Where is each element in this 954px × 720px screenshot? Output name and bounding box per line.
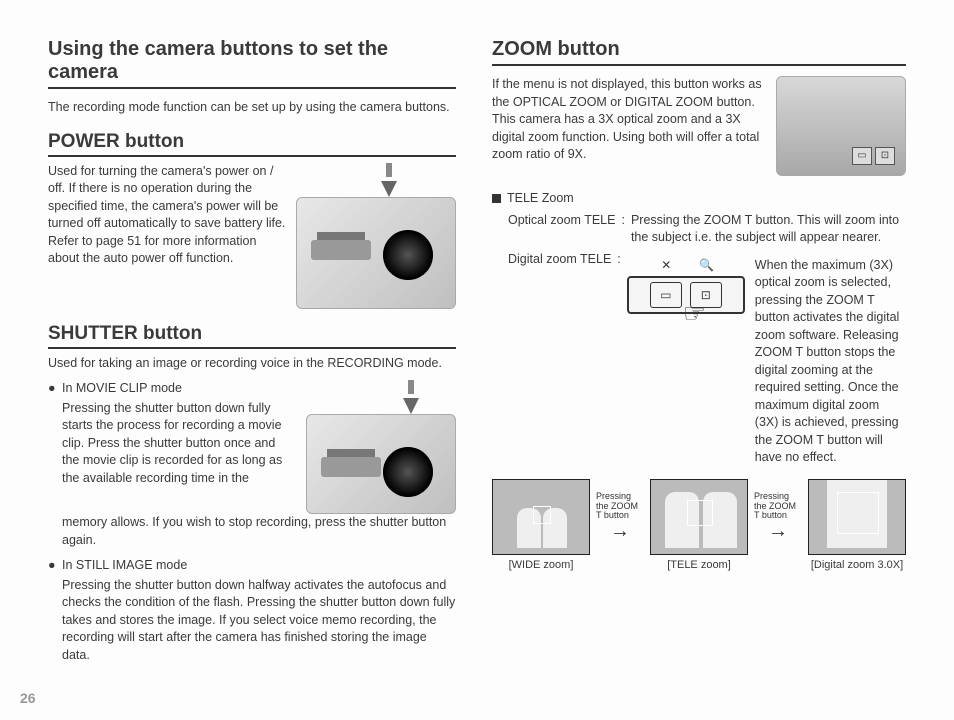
thumb-digital [808, 479, 906, 555]
camera-image [296, 197, 456, 309]
heading-using-buttons: Using the camera buttons to set the came… [48, 38, 456, 89]
heading-shutter: SHUTTER button [48, 323, 456, 349]
bullet-still-image: ● In STILL IMAGE mode Pressing the shutt… [48, 557, 456, 664]
t-button-icon: ⊡ [875, 147, 895, 165]
zoom-thumbnails: Pressing the ZOOM T button → Pressing th… [492, 479, 906, 555]
tele-zoom-section: TELE Zoom [492, 190, 906, 208]
shutter-intro: Used for taking an image or recording vo… [48, 355, 456, 373]
opt-key: Optical zoom TELE [508, 212, 621, 247]
cap-digital: [Digital zoom 3.0X] [808, 559, 906, 571]
camera-zoom-crop: ▭ ⊡ [776, 76, 906, 176]
dig-val: When the maximum (3X) optical zoom is se… [755, 257, 906, 467]
power-illustration [296, 163, 456, 309]
zoom-intro-row: If the menu is not displayed, this butto… [492, 76, 906, 176]
b2-text: Pressing the shutter button down halfway… [62, 577, 456, 665]
cap-wide: [WIDE zoom] [492, 559, 590, 571]
thumb-tele [650, 479, 748, 555]
left-column: Using the camera buttons to set the came… [48, 38, 456, 720]
hand-icon: ☞ [683, 300, 801, 326]
camera-image [306, 414, 456, 514]
b1-pre: Pressing the shutter button down fully s… [62, 400, 296, 488]
w-button: ▭ [650, 282, 682, 308]
x-icon: ✕ [661, 257, 671, 274]
digital-zoom-row: Digital zoom TELE : ✕ 🔍 ▭ ⊡ ☞ When the m… [508, 251, 906, 467]
cap-tele: [TELE zoom] [650, 559, 748, 571]
heading-power: POWER button [48, 131, 456, 157]
opt-val: Pressing the ZOOM T button. This will zo… [631, 212, 906, 247]
thumb-captions: [WIDE zoom] [TELE zoom] [Digital zoom 3.… [492, 559, 906, 571]
intro-text: The recording mode function can be set u… [48, 99, 456, 117]
tele-label: TELE Zoom [507, 190, 574, 208]
b2-title: In STILL IMAGE mode [62, 558, 187, 572]
thumb-wide [492, 479, 590, 555]
power-text: Used for turning the camera's power on /… [48, 163, 286, 268]
arrow-label: Pressing the ZOOM T button [754, 492, 802, 522]
power-section: Used for turning the camera's power on /… [48, 163, 456, 309]
arrow-label: Pressing the ZOOM T button [596, 492, 644, 522]
bullet-movie-clip: ● In MOVIE CLIP mode Pressing the shutte… [48, 380, 456, 549]
page-number: 26 [20, 690, 36, 706]
arrow-1: Pressing the ZOOM T button → [596, 492, 644, 542]
shutter-illustration [306, 380, 456, 514]
magnifier-icon: 🔍 [699, 257, 714, 274]
b1-post: memory allows. If you wish to stop recor… [62, 514, 456, 549]
b1-title: In MOVIE CLIP mode [62, 381, 182, 395]
arrow-2: Pressing the ZOOM T button → [754, 492, 802, 542]
square-bullet-icon [492, 194, 501, 203]
right-column: ZOOM button If the menu is not displayed… [492, 38, 906, 720]
heading-zoom: ZOOM button [492, 38, 906, 66]
zoom-intro: If the menu is not displayed, this butto… [492, 76, 764, 176]
dig-key: Digital zoom TELE [508, 251, 617, 467]
optical-zoom-row: Optical zoom TELE : Pressing the ZOOM T … [508, 212, 906, 247]
w-button-icon: ▭ [852, 147, 872, 165]
zoom-button-graphic: ✕ 🔍 ▭ ⊡ ☞ [627, 257, 745, 341]
